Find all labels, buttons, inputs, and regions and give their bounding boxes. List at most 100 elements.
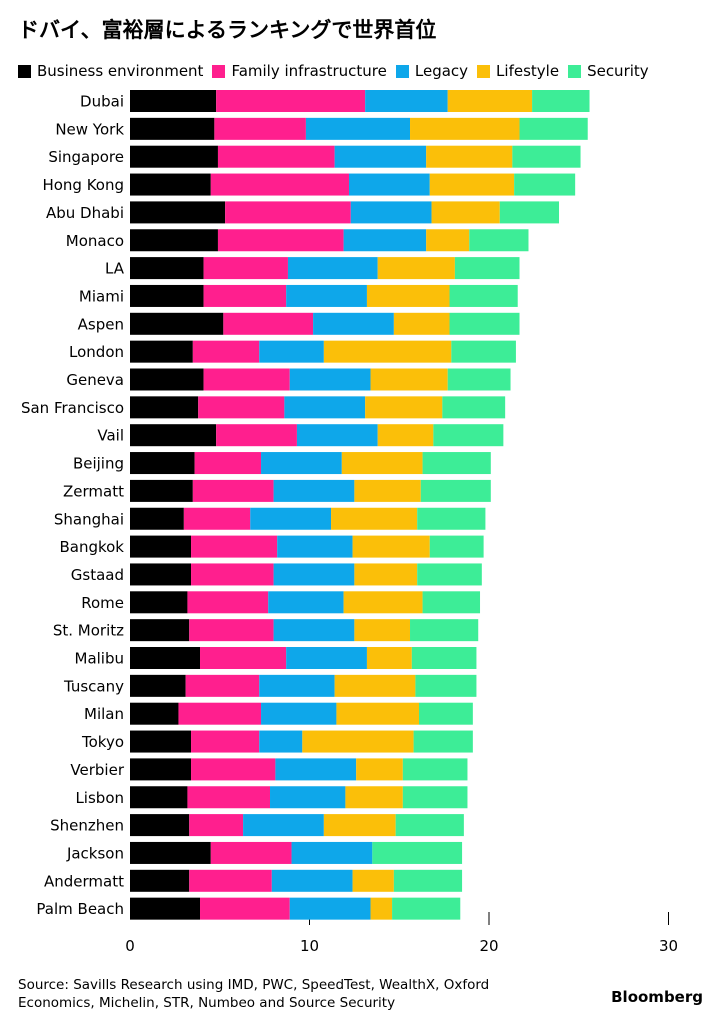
bar-segment-legacy	[273, 563, 355, 586]
bar-segment-legacy	[343, 229, 427, 252]
bar-segment-family-infrastructure	[192, 340, 260, 363]
category-label: Aspen	[78, 315, 124, 333]
bar-segment-family-infrastructure	[216, 424, 297, 447]
bar-segment-lifestyle	[365, 396, 443, 419]
bar-segment-security	[410, 619, 479, 642]
bar-segment-legacy	[273, 479, 355, 502]
bar-segment-family-infrastructure	[178, 702, 262, 725]
bar-segment-business-environment	[130, 869, 190, 892]
bar-segment-business-environment	[130, 647, 201, 669]
legend-label: Lifestyle	[496, 62, 560, 80]
bar-segment-security	[449, 312, 520, 335]
category-label: Zermatt	[63, 482, 124, 500]
bar-segment-legacy	[291, 841, 373, 864]
bar-segment-security	[447, 368, 511, 391]
bar-segment-lifestyle	[447, 90, 533, 112]
bar-segment-security	[417, 507, 486, 530]
bar-segment-business-environment	[130, 312, 224, 335]
bar-segment-family-infrastructure	[223, 312, 314, 335]
bar-segment-security	[499, 201, 560, 224]
bar-segment-family-infrastructure	[203, 284, 287, 307]
bar-segment-family-infrastructure	[189, 869, 272, 892]
bar-segment-legacy	[261, 452, 342, 475]
category-label: Bangkok	[59, 538, 124, 556]
bar-segment-lifestyle	[426, 229, 470, 252]
category-label: Singapore	[48, 148, 124, 166]
category-label: San Francisco	[21, 399, 124, 417]
bar-segment-family-infrastructure	[187, 591, 269, 614]
bar-segment-lifestyle	[354, 563, 418, 586]
bar-segment-legacy	[313, 312, 394, 335]
bar-segment-legacy	[284, 396, 366, 419]
legend-label: Family infrastructure	[231, 62, 387, 80]
chart-title: ドバイ、富裕層によるランキングで世界首位	[18, 18, 437, 42]
bar-segment-family-infrastructure	[203, 257, 288, 280]
bar-segment-family-infrastructure	[210, 841, 292, 864]
bar-segment-business-environment	[130, 786, 188, 809]
bar-segment-lifestyle	[377, 257, 455, 280]
bar-segment-family-infrastructure	[194, 452, 262, 475]
bar-segment-family-infrastructure	[200, 647, 287, 669]
bar-segment-business-environment	[130, 173, 211, 196]
category-label: Tuscany	[63, 677, 124, 695]
bar-segment-security	[449, 284, 518, 307]
legend-swatch	[18, 64, 31, 78]
legend-swatch	[568, 64, 582, 78]
legend-swatch	[477, 64, 491, 78]
bar-segment-business-environment	[130, 730, 192, 753]
bar-segment-legacy	[259, 730, 303, 753]
bar-segment-legacy	[296, 424, 378, 447]
bar-segment-legacy	[261, 702, 337, 725]
bar-segment-family-infrastructure	[217, 229, 344, 252]
bar-segment-security	[422, 452, 491, 475]
category-label: Hong Kong	[42, 176, 124, 194]
bar-segment-legacy	[289, 368, 371, 391]
category-label: Milan	[84, 705, 124, 723]
bar-segment-legacy	[275, 758, 357, 781]
bar-segment-security	[392, 897, 461, 920]
bar-segment-lifestyle	[426, 145, 513, 168]
bar-segment-security	[512, 145, 581, 168]
bar-segment-business-environment	[130, 145, 218, 168]
bar-segment-family-infrastructure	[198, 396, 285, 419]
bar-segment-security	[418, 702, 473, 725]
legend-label: Business environment	[37, 62, 204, 80]
bar-segment-legacy	[243, 814, 324, 837]
bar-segment-lifestyle	[302, 730, 414, 753]
bar-segment-legacy	[259, 674, 335, 697]
bar-segment-business-environment	[130, 479, 193, 502]
bar-segment-business-environment	[130, 284, 204, 307]
category-label: London	[69, 343, 124, 361]
bar-segment-security	[519, 117, 588, 140]
bar-segment-security	[429, 535, 484, 558]
stacked-bar-chart: 0 10 20 30 Dubai New York Singapore Hong Kong Ab…	[21, 90, 678, 955]
bar-segment-legacy	[273, 619, 355, 642]
bar-segment-lifestyle	[370, 368, 448, 391]
bar-segment-lifestyle	[431, 201, 500, 224]
bar-segment-lifestyle	[366, 647, 412, 669]
bar-segment-family-infrastructure	[183, 507, 251, 530]
bar-segment-family-infrastructure	[187, 786, 271, 809]
bar-segment-lifestyle	[352, 869, 394, 892]
bar-segment-business-environment	[130, 897, 201, 920]
bar-segment-legacy	[286, 284, 367, 307]
bar-segment-business-environment	[130, 368, 204, 391]
bar-segment-lifestyle	[331, 507, 418, 530]
bar-segment-business-environment	[130, 507, 184, 530]
bar-segment-lifestyle	[334, 674, 416, 697]
legend-swatch	[395, 64, 409, 78]
bar-segment-security	[422, 591, 481, 614]
bar-segment-legacy	[350, 201, 432, 224]
category-label: Jackson	[66, 844, 124, 862]
bar-segment-legacy	[305, 117, 411, 140]
bar-segment-security	[413, 730, 473, 753]
category-label: Palm Beach	[36, 900, 124, 918]
category-label: Vail	[97, 427, 124, 445]
category-label: Abu Dhabi	[46, 204, 124, 222]
bar-segment-family-infrastructure	[225, 201, 351, 224]
bar-segment-family-infrastructure	[189, 814, 244, 837]
legend-label: Legacy	[414, 62, 469, 80]
bar-segment-lifestyle	[370, 897, 393, 920]
category-label: Verbier	[70, 761, 124, 779]
bar-segment-security	[372, 841, 463, 864]
